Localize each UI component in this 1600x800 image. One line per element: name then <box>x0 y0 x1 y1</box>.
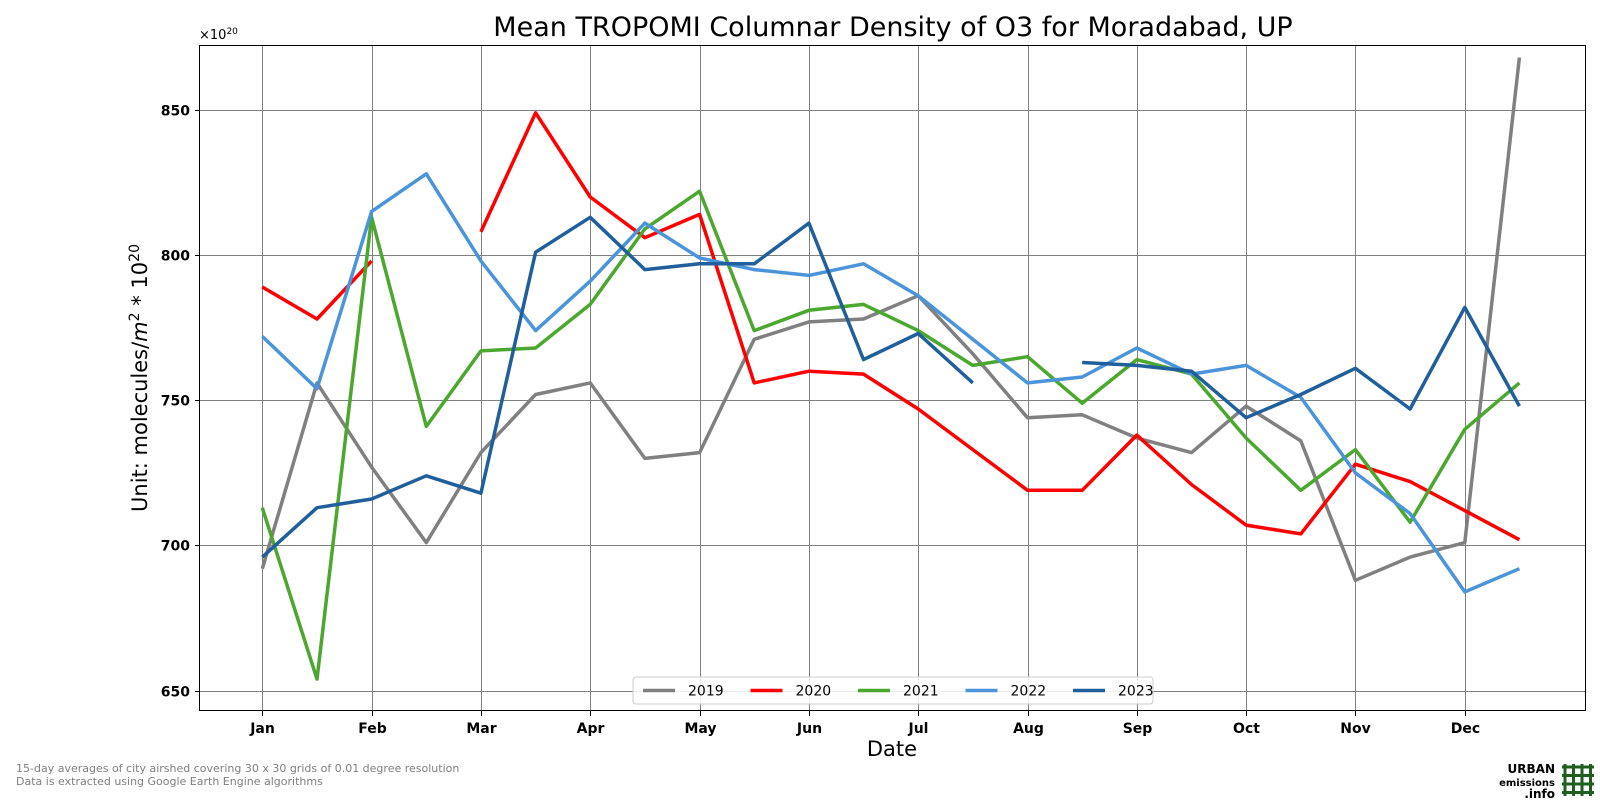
y-multiplier: ×1020 <box>199 27 238 43</box>
series-line-2023 <box>261 215 974 559</box>
footnote-line-1: 15-day averages of city airshed covering… <box>16 762 459 775</box>
legend-label-2021: 2021 <box>903 684 939 700</box>
x-tick-label: Aug <box>1013 721 1044 737</box>
series-line-2022 <box>261 172 1521 594</box>
y-axis-ticks: 650 700 750 800 850 <box>161 104 200 701</box>
logo-text-emissions: emissions <box>1499 778 1555 789</box>
series-line-2020 <box>261 259 373 321</box>
x-tick-label: Apr <box>577 721 605 737</box>
y-tick-label: 750 <box>161 394 190 410</box>
series-line-2021 <box>260 189 1521 681</box>
y-tick-label: 700 <box>161 539 190 555</box>
x-tick-label: May <box>684 721 716 737</box>
x-tick-label: Dec <box>1451 721 1480 737</box>
legend: 2019 2020 2021 2022 2023 <box>632 676 1154 705</box>
y-axis-label: Unit: molecules/m2 * 1020 <box>127 244 152 512</box>
legend-box <box>632 676 1154 705</box>
x-axis-ticks: Jan Feb Mar Apr May Jun Jul Aug Sep Oct Nov Dec <box>249 711 1480 737</box>
footnote-line-2: Data is extracted using Google Earth Eng… <box>16 775 323 788</box>
legend-label-2023: 2023 <box>1118 684 1154 700</box>
hash-grid-icon <box>1562 764 1594 796</box>
x-tick-label: Mar <box>466 721 496 737</box>
x-tick-label: Feb <box>358 721 387 737</box>
legend-label-2022: 2022 <box>1011 684 1047 700</box>
legend-label-2019: 2019 <box>688 684 724 700</box>
logo-text-info: .info <box>1524 787 1555 800</box>
x-axis-label: Date <box>867 737 917 761</box>
series-line-2023 <box>1082 305 1521 420</box>
x-tick-label: Nov <box>1340 721 1370 737</box>
logo-text-urban: URBAN <box>1508 762 1555 776</box>
x-tick-label: Jul <box>908 721 929 737</box>
urban-emissions-logo: URBAN emissions .info <box>1499 762 1594 800</box>
x-tick-label: Jan <box>249 721 275 737</box>
legend-label-2020: 2020 <box>796 684 832 700</box>
chart-title: Mean TROPOMI Columnar Density of O3 for … <box>493 12 1292 43</box>
series-line-2019 <box>260 57 1522 583</box>
y-tick-label: 850 <box>161 104 190 120</box>
x-tick-label: Oct <box>1233 721 1260 737</box>
series-lines <box>260 57 1522 681</box>
grid <box>200 46 1585 711</box>
series-line-2020 <box>479 111 1521 542</box>
x-tick-label: Sep <box>1123 721 1153 737</box>
plot-frame <box>199 45 1586 711</box>
x-tick-label: Jun <box>796 721 822 737</box>
y-tick-label: 650 <box>161 685 190 701</box>
y-tick-label: 800 <box>161 249 190 265</box>
